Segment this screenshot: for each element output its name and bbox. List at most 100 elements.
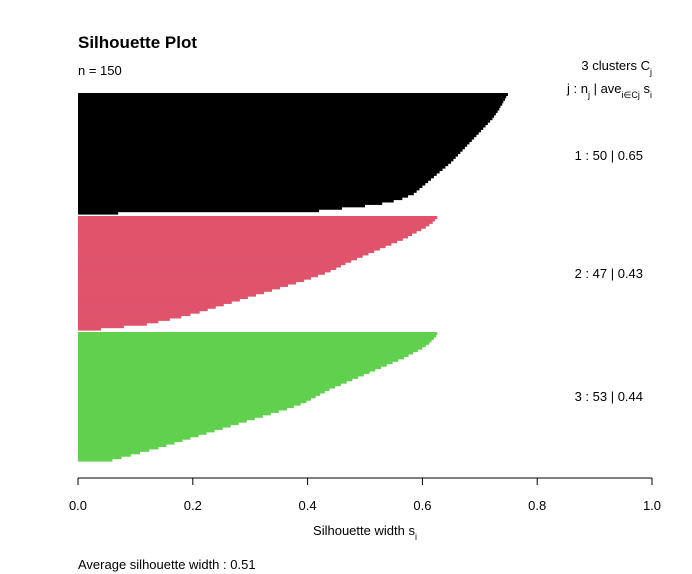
silhouette-bar-c3-47: [78, 443, 167, 447]
silhouette-bar-c3-43: [78, 434, 199, 438]
silhouette-bar-c3-46: [78, 441, 175, 445]
silhouette-bar-c1-5: [78, 102, 503, 106]
silhouette-bar-c3-45: [78, 439, 183, 443]
x-tick-label: 0.2: [184, 498, 202, 513]
silhouette-bar-c2-4: [78, 223, 430, 227]
silhouette-bar-c3-34: [78, 412, 271, 416]
silhouette-bar-c3-48: [78, 446, 159, 450]
silhouette-bar-c2-40: [78, 310, 200, 314]
silhouette-bar-c1-13: [78, 122, 488, 126]
silhouette-bar-c2-28: [78, 281, 297, 285]
silhouette-bar-c1-21: [78, 141, 470, 145]
cluster-label-2: 2 : 47 | 0.43: [575, 266, 643, 281]
x-tick-label: 0.4: [299, 498, 317, 513]
silhouette-bar-c2-7: [78, 230, 417, 234]
silhouette-bar-c2-12: [78, 242, 392, 246]
silhouette-bar-c1-11: [78, 117, 493, 121]
silhouette-bar-c2-35: [78, 298, 240, 302]
silhouette-bar-c1-27: [78, 155, 456, 159]
silhouette-bar-c1-35: [78, 175, 434, 179]
x-axis-ticks: 0.0 0.2 0.4 0.6 0.8 1.0: [69, 478, 661, 513]
silhouette-bar-c1-46: [78, 201, 383, 205]
silhouette-bar-c3-21: [78, 380, 347, 384]
silhouette-bar-c1-49: [78, 209, 320, 213]
silhouette-bar-c3-15: [78, 366, 382, 370]
silhouette-bar-c1-17: [78, 131, 479, 135]
silhouette-bar-c2-14: [78, 247, 380, 251]
silhouette-bars: [78, 93, 508, 462]
silhouette-bar-c3-33: [78, 409, 279, 413]
silhouette-bar-c1-23: [78, 146, 465, 150]
silhouette-bar-c1-41: [78, 189, 417, 193]
silhouette-bar-c1-28: [78, 158, 454, 162]
silhouette-bar-c1-42: [78, 192, 414, 196]
silhouette-bar-c3-25: [78, 390, 325, 394]
silhouette-bar-c2-16: [78, 252, 369, 256]
cluster-label-3: 3 : 53 | 0.44: [575, 389, 643, 404]
silhouette-bar-c3-26: [78, 392, 321, 396]
silhouette-bar-c1-15: [78, 126, 484, 130]
silhouette-bar-c1-48: [78, 206, 343, 210]
silhouette-bar-c3-14: [78, 363, 387, 367]
silhouette-bar-c2-11: [78, 240, 398, 244]
silhouette-bar-c3-5: [78, 341, 430, 345]
silhouette-bar-c1-8: [78, 109, 498, 113]
silhouette-bar-c2-33: [78, 293, 256, 297]
silhouette-bar-c3-36: [78, 417, 255, 421]
silhouette-bar-c3-17: [78, 370, 370, 374]
silhouette-bar-c1-6: [78, 105, 501, 109]
x-axis-label: Silhouette width si: [313, 523, 417, 542]
chart-title: Silhouette Plot: [78, 33, 197, 52]
silhouette-bar-c1-3: [78, 97, 506, 101]
silhouette-bar-c1-47: [78, 204, 365, 208]
silhouette-bar-c3-10: [78, 353, 409, 357]
silhouette-bar-c2-27: [78, 279, 305, 283]
x-tick-label: 0.0: [69, 498, 87, 513]
silhouette-bar-c1-2: [78, 95, 507, 99]
silhouette-bar-c1-16: [78, 129, 481, 133]
silhouette-bar-c3-49: [78, 448, 150, 452]
silhouette-bar-c2-3: [78, 220, 433, 224]
silhouette-bar-c1-7: [78, 107, 500, 111]
silhouette-bar-c2-36: [78, 300, 232, 304]
silhouette-bar-c3-51: [78, 453, 131, 457]
silhouette-bar-c1-39: [78, 184, 423, 188]
silhouette-bar-c1-34: [78, 172, 437, 176]
silhouette-bar-c3-30: [78, 402, 301, 406]
silhouette-bar-c3-53: [78, 458, 113, 462]
silhouette-bar-c2-38: [78, 305, 216, 309]
cluster-header-line2: j : nj | avei∈Cj si: [566, 81, 652, 100]
silhouette-bar-c3-4: [78, 339, 432, 343]
silhouette-bar-c2-8: [78, 232, 413, 237]
silhouette-bar-c2-43: [78, 317, 170, 321]
silhouette-bar-c2-23: [78, 269, 331, 273]
silhouette-bar-c3-2: [78, 334, 437, 338]
silhouette-bar-c1-32: [78, 168, 443, 172]
silhouette-bar-c2-10: [78, 237, 403, 241]
silhouette-bar-c1-31: [78, 165, 446, 169]
x-tick-label: 1.0: [643, 498, 661, 513]
silhouette-bar-c1-10: [78, 114, 495, 118]
silhouette-bar-c2-46: [78, 325, 124, 329]
silhouette-bar-c2-26: [78, 276, 312, 280]
silhouette-bar-c2-17: [78, 254, 363, 258]
silhouette-bar-c1-1: [78, 93, 508, 97]
silhouette-bar-c2-21: [78, 264, 341, 268]
silhouette-bar-c3-11: [78, 356, 405, 360]
cluster-header-line1: 3 clusters Cj: [581, 58, 652, 77]
silhouette-bar-c3-23: [78, 385, 336, 389]
silhouette-bar-c2-24: [78, 271, 325, 275]
silhouette-bar-c1-30: [78, 163, 449, 167]
average-silhouette-width: Average silhouette width : 0.51: [78, 557, 256, 572]
silhouette-bar-c2-19: [78, 259, 352, 263]
silhouette-bar-c3-20: [78, 378, 353, 382]
silhouette-bar-c1-9: [78, 112, 496, 116]
silhouette-bar-c3-42: [78, 431, 207, 435]
silhouette-bar-c1-4: [78, 100, 504, 104]
silhouette-bar-c1-26: [78, 153, 458, 157]
silhouette-bar-c3-52: [78, 456, 122, 460]
silhouette-bar-c2-5: [78, 225, 426, 229]
silhouette-bar-c2-13: [78, 245, 386, 249]
silhouette-bar-c2-39: [78, 308, 208, 312]
silhouette-bar-c1-14: [78, 124, 486, 128]
